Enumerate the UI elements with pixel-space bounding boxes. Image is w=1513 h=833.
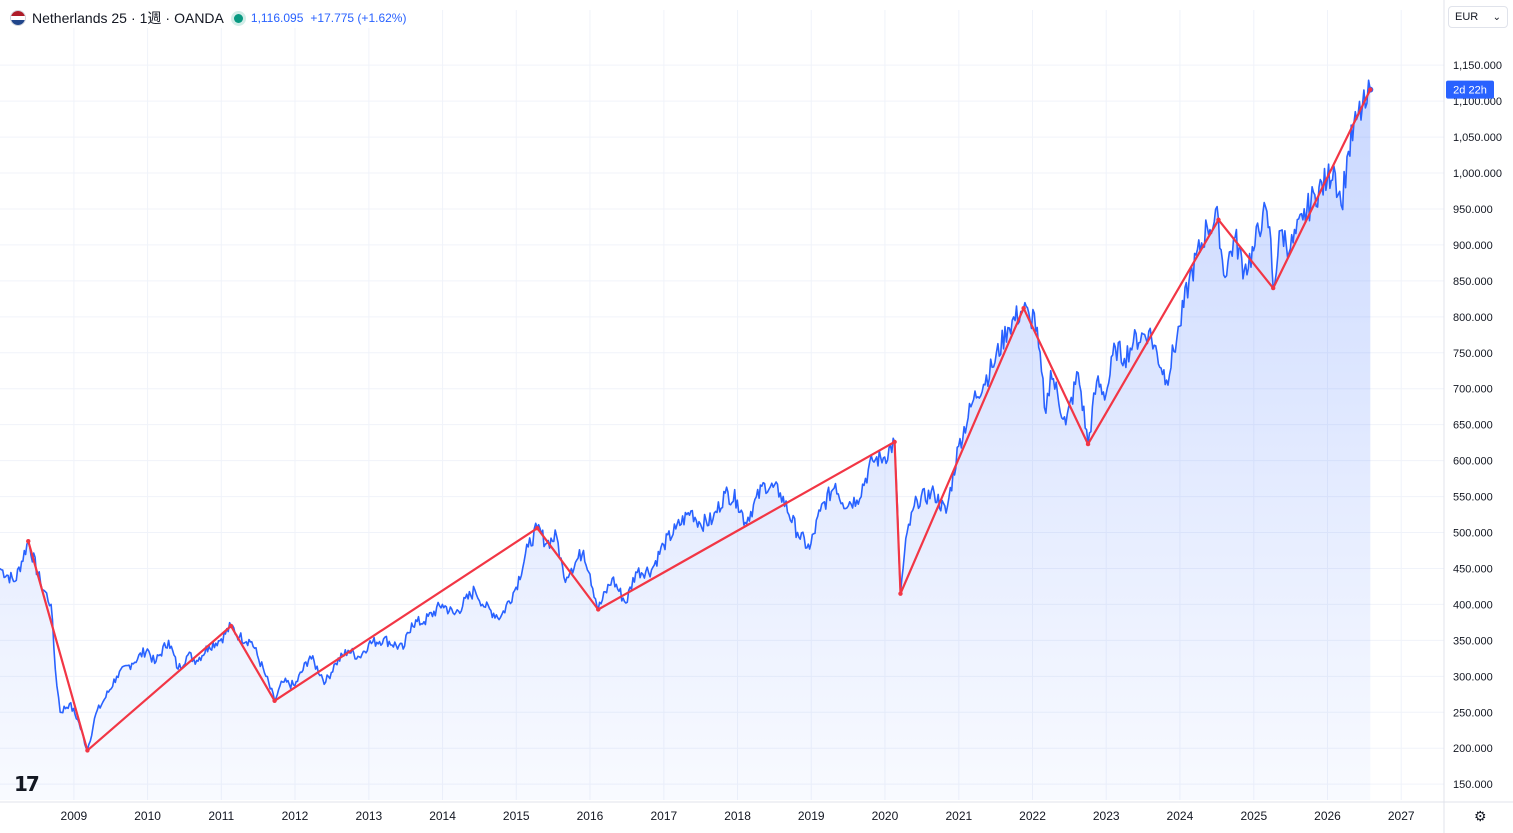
zigzag-pivot [596,607,601,612]
zigzag-pivot [1216,217,1221,222]
x-tick-label: 2022 [1019,809,1046,823]
tradingview-logo[interactable]: 17 [14,772,40,796]
y-tick-label: 750.000 [1453,348,1493,360]
zigzag-pivot [228,623,234,629]
y-tick-label: 700.000 [1453,384,1493,396]
separator: · [165,10,171,26]
zigzag-pivot [535,526,540,531]
chevron-down-icon: ⌄ [1492,11,1501,23]
zigzag-layer [26,87,1373,753]
y-tick-label: 150.000 [1453,779,1493,791]
interval-label[interactable]: 1週 [139,10,162,26]
y-tick-label: 350.000 [1453,635,1493,647]
x-tick-label: 2020 [872,809,899,823]
y-tick-label: 1,100.000 [1453,96,1502,108]
y-tick-label: 900.000 [1453,240,1493,252]
y-tick-label: 400.000 [1453,599,1493,611]
last-price: 1,116.095 [250,11,304,25]
y-tick-label: 450.000 [1453,563,1493,575]
price-area-fill [0,80,1371,801]
y-tick-label: 1,150.000 [1453,60,1502,72]
x-tick-label: 2016 [577,809,604,823]
zigzag-pivot [85,748,90,753]
last-price-tag [1446,80,1494,99]
netherlands-flag-icon [10,10,26,26]
data-source: OANDA [174,10,224,26]
y-tick-label: 250.000 [1453,707,1493,719]
zigzag-pivot [26,538,31,544]
price-area [0,80,1371,801]
y-tick-label: 1,000.000 [1453,168,1502,180]
y-tick-label: 500.000 [1453,528,1493,540]
currency-label: EUR [1455,11,1479,23]
x-tick-label: 2027 [1388,809,1415,823]
price-line [0,79,1372,752]
price-change: +17.775 (+1.62%) [310,11,407,25]
zigzag-pivot [898,591,903,596]
zigzag-pivot [1021,305,1026,311]
y-tick-label: 950.000 [1453,204,1493,216]
y-tick-label: 650.000 [1453,420,1493,432]
currency-select[interactable]: EUR ⌄ [1448,6,1508,28]
y-tick-label: 200.000 [1453,743,1493,755]
symbol-name[interactable]: Netherlands 25 [32,10,127,26]
y-tick-label: 300.000 [1453,671,1493,683]
x-tick-label: 2024 [1167,809,1194,823]
zigzag-pivot [1368,87,1373,92]
x-tick-label: 2025 [1240,809,1267,823]
x-tick-label: 2023 [1093,809,1120,823]
separator: · [130,10,136,26]
y-tick-label: 550.000 [1453,492,1493,504]
y-tick-label: 1,050.000 [1453,132,1502,144]
y-tick-label: 600.000 [1453,456,1493,468]
x-tick-label: 2015 [503,809,530,823]
symbol-header[interactable]: Netherlands 25 · 1週 · OANDA 1,116.095 +1… [10,8,413,28]
y-tick-label: 850.000 [1453,276,1493,288]
x-tick-label: 2009 [61,809,88,823]
x-tick-label: 2010 [134,809,161,823]
zigzag-pivot [272,698,277,703]
x-tick-label: 2019 [798,809,825,823]
x-tick-label: 2017 [651,809,678,823]
zigzag-pivot [892,439,897,445]
zigzag-pivot [1270,285,1276,291]
x-tick-label: 2013 [356,809,383,823]
x-tick-label: 2011 [208,809,234,823]
x-tick-label: 2012 [282,809,309,823]
y-tick-label: 800.000 [1453,312,1493,324]
zigzag-pivot [1085,441,1091,447]
market-status-icon [233,13,243,23]
x-tick-label: 2026 [1314,809,1341,823]
x-tick-label: 2018 [724,809,751,823]
countdown-label: 2d 22h [1453,85,1487,97]
x-tick-label: 2021 [945,809,972,823]
settings-icon[interactable]: ⚙ [1474,808,1487,824]
x-tick-label: 2014 [429,809,456,823]
